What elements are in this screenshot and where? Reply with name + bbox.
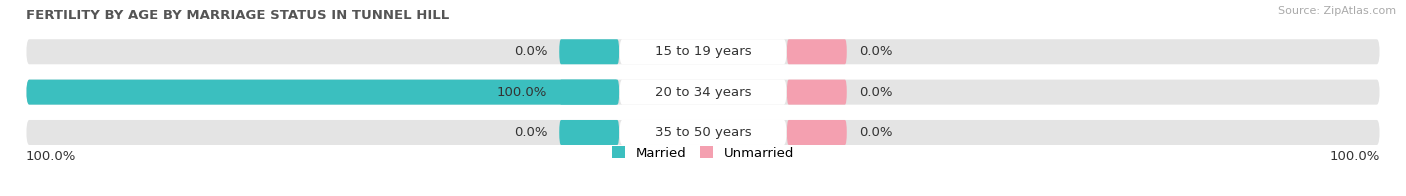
Text: 35 to 50 years: 35 to 50 years: [655, 126, 751, 139]
FancyBboxPatch shape: [619, 39, 787, 64]
FancyBboxPatch shape: [787, 39, 846, 64]
FancyBboxPatch shape: [27, 80, 1379, 105]
Text: 0.0%: 0.0%: [859, 45, 893, 58]
Text: 0.0%: 0.0%: [513, 45, 547, 58]
FancyBboxPatch shape: [27, 120, 1379, 145]
Text: 15 to 19 years: 15 to 19 years: [655, 45, 751, 58]
FancyBboxPatch shape: [619, 120, 787, 145]
Legend: Married, Unmarried: Married, Unmarried: [607, 141, 799, 165]
FancyBboxPatch shape: [619, 80, 787, 105]
Text: 0.0%: 0.0%: [513, 126, 547, 139]
FancyBboxPatch shape: [560, 80, 619, 105]
Text: 100.0%: 100.0%: [496, 86, 547, 99]
FancyBboxPatch shape: [27, 80, 619, 105]
Text: Source: ZipAtlas.com: Source: ZipAtlas.com: [1278, 6, 1396, 16]
FancyBboxPatch shape: [560, 39, 619, 64]
FancyBboxPatch shape: [787, 80, 846, 105]
Text: 100.0%: 100.0%: [27, 150, 76, 163]
Text: 0.0%: 0.0%: [859, 86, 893, 99]
FancyBboxPatch shape: [560, 120, 619, 145]
Text: 20 to 34 years: 20 to 34 years: [655, 86, 751, 99]
Text: 0.0%: 0.0%: [859, 126, 893, 139]
Text: 100.0%: 100.0%: [1330, 150, 1379, 163]
FancyBboxPatch shape: [787, 120, 846, 145]
Text: FERTILITY BY AGE BY MARRIAGE STATUS IN TUNNEL HILL: FERTILITY BY AGE BY MARRIAGE STATUS IN T…: [27, 8, 450, 22]
FancyBboxPatch shape: [27, 39, 1379, 64]
